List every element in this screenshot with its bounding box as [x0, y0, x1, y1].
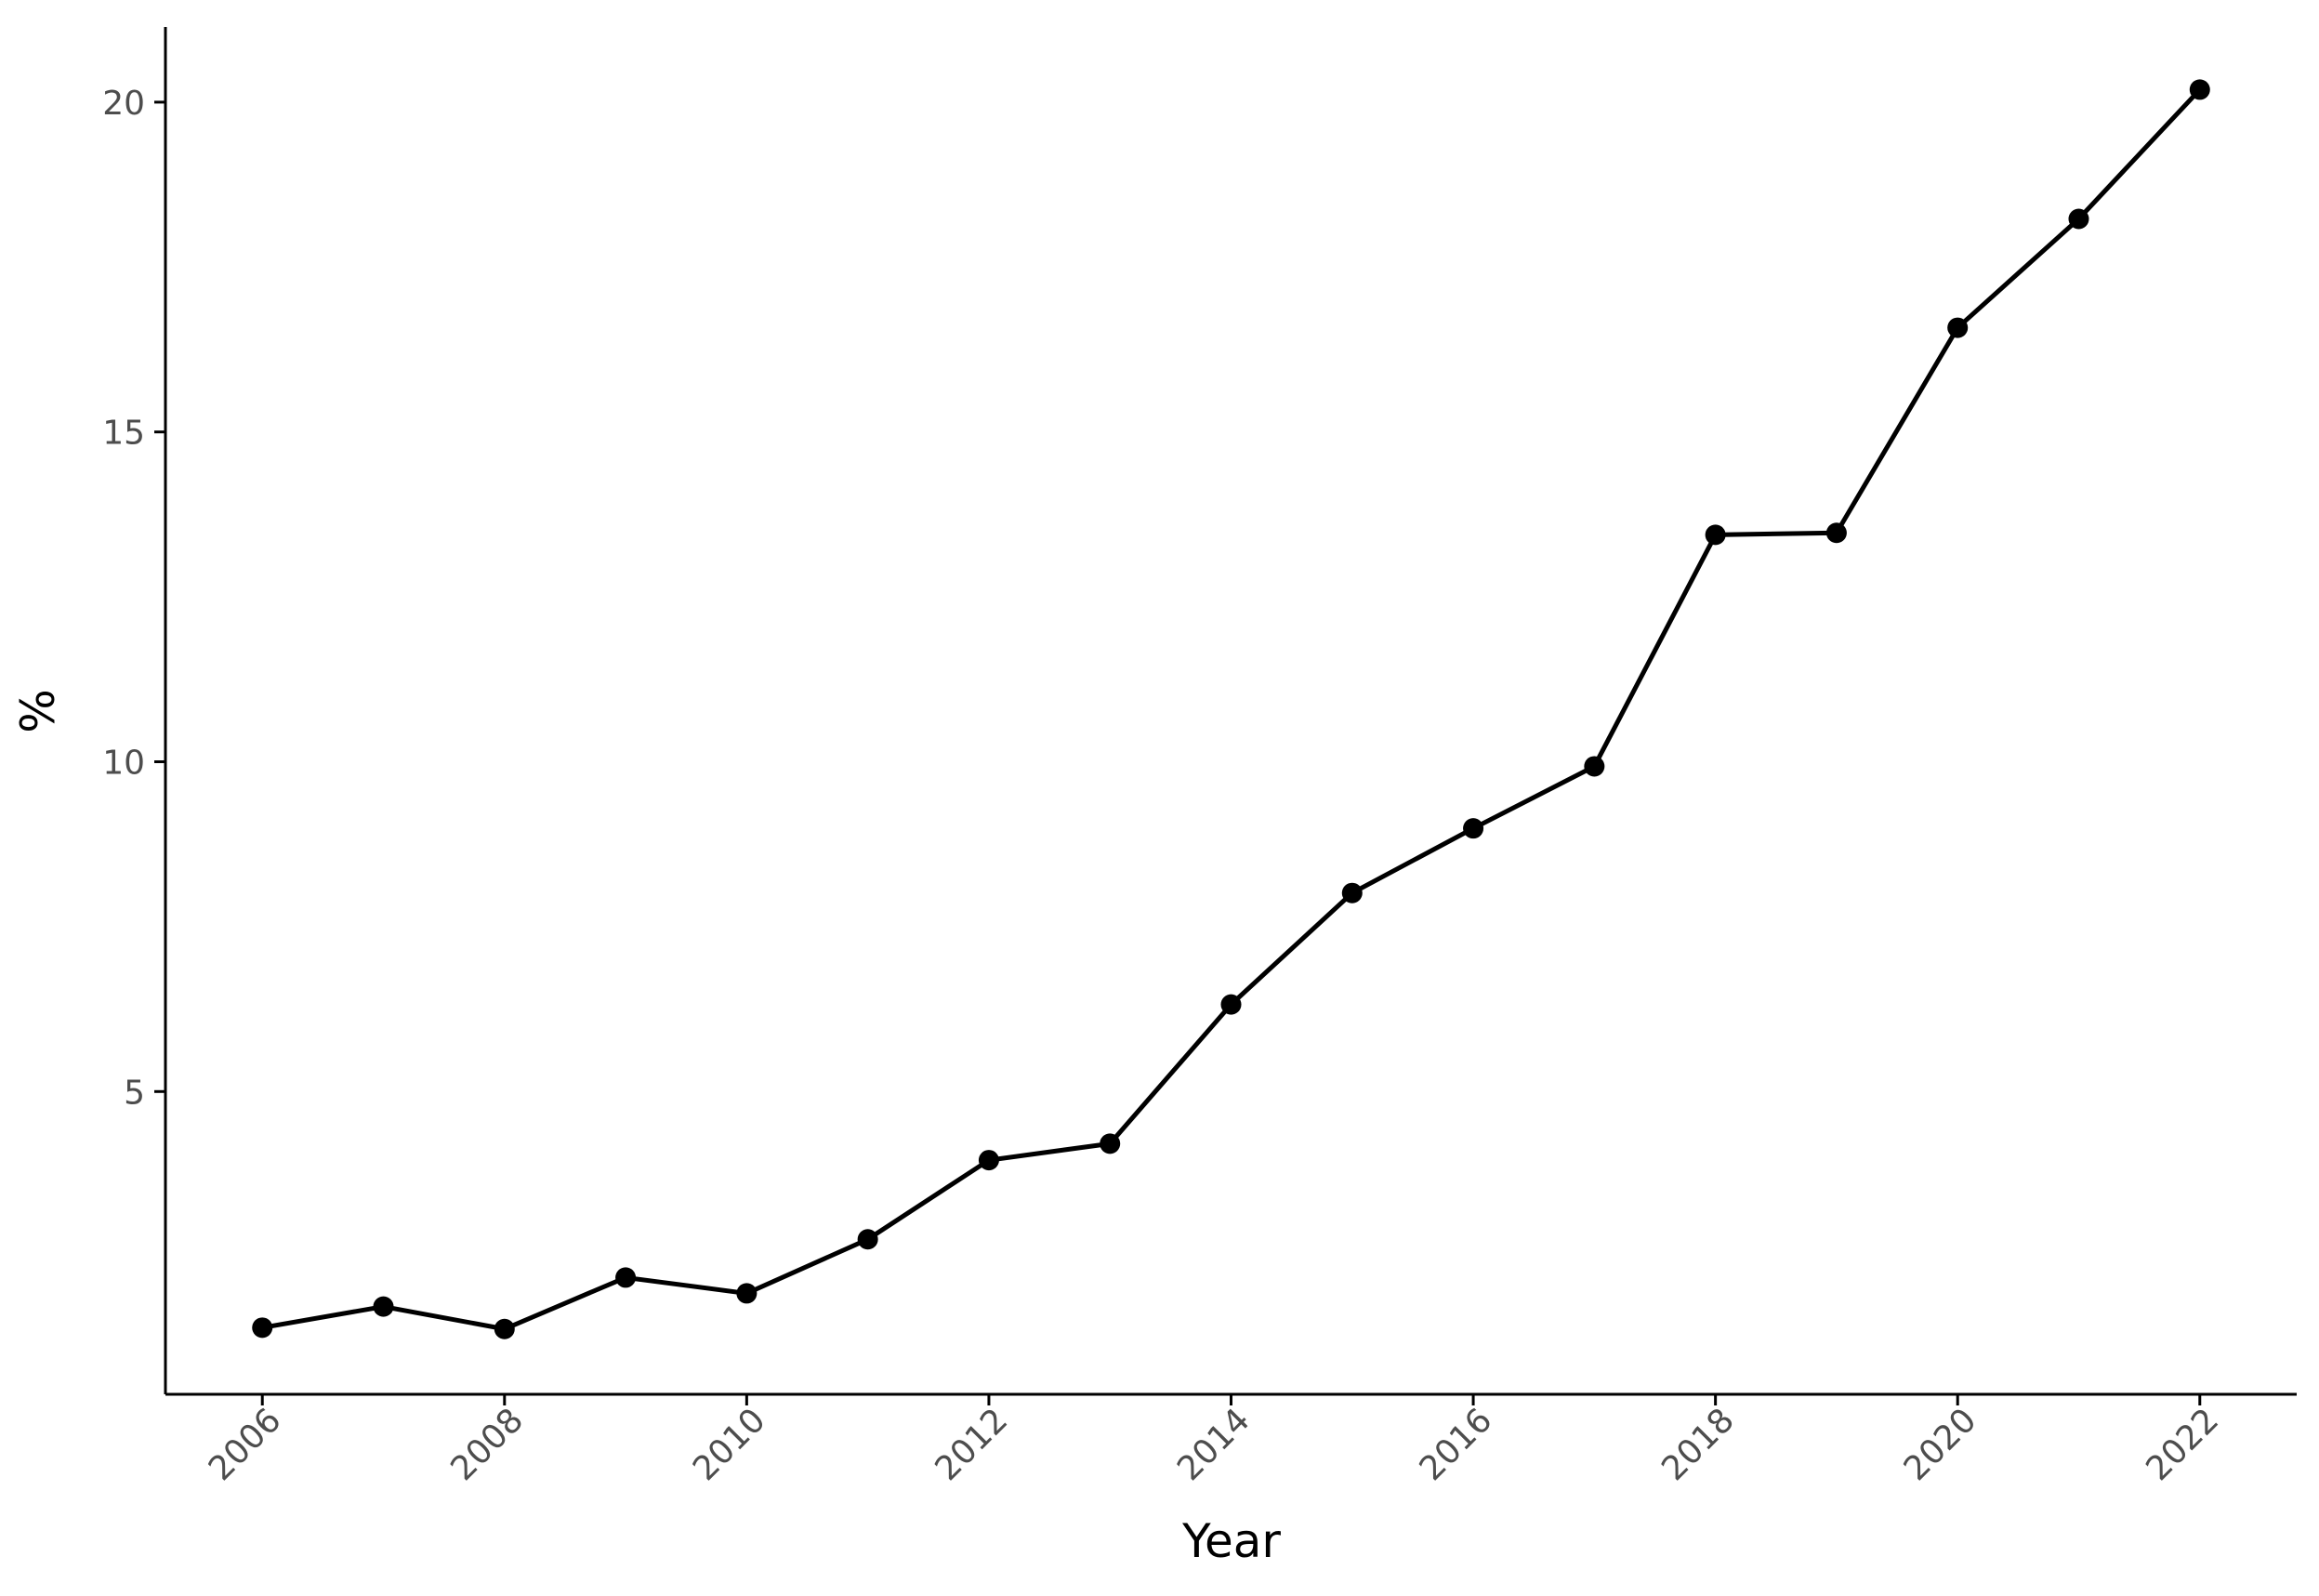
x-tick-label: 2022 — [2139, 1401, 2226, 1488]
data-point — [1100, 1133, 1121, 1154]
y-tick-label: 15 — [102, 415, 145, 453]
x-tick-label: 2014 — [1170, 1401, 1258, 1488]
y-tick-label: 5 — [124, 1074, 145, 1112]
data-point — [978, 1150, 999, 1171]
x-tick-label: 2006 — [202, 1401, 289, 1488]
y-axis-title: % — [11, 689, 65, 733]
data-point — [1705, 524, 1726, 546]
data-point — [736, 1283, 758, 1304]
x-tick-label: 2018 — [1654, 1401, 1742, 1488]
data-line — [261, 87, 2202, 1332]
data-point — [1584, 756, 1605, 777]
x-tick-label: 2020 — [1897, 1401, 1984, 1488]
x-tick-label: 2012 — [929, 1401, 1016, 1488]
data-point — [373, 1296, 394, 1317]
data-point — [2068, 208, 2089, 230]
y-tick-label: 20 — [102, 85, 145, 123]
x-tick-label: 2016 — [1413, 1401, 1500, 1488]
data-point — [2189, 79, 2210, 100]
data-point — [1341, 882, 1363, 904]
data-point — [252, 1317, 273, 1339]
data-point — [857, 1229, 878, 1250]
x-tick-label: 2010 — [686, 1401, 773, 1488]
data-point — [1463, 818, 1484, 839]
x-tick-label: 2008 — [443, 1401, 531, 1488]
data-point — [494, 1318, 515, 1339]
x-axis-title: Year — [1181, 1514, 1281, 1568]
data-point — [1947, 317, 1969, 338]
data-point — [1825, 522, 1847, 544]
data-point — [615, 1267, 637, 1288]
data-point — [1220, 994, 1242, 1015]
y-tick-label: 10 — [102, 744, 145, 782]
